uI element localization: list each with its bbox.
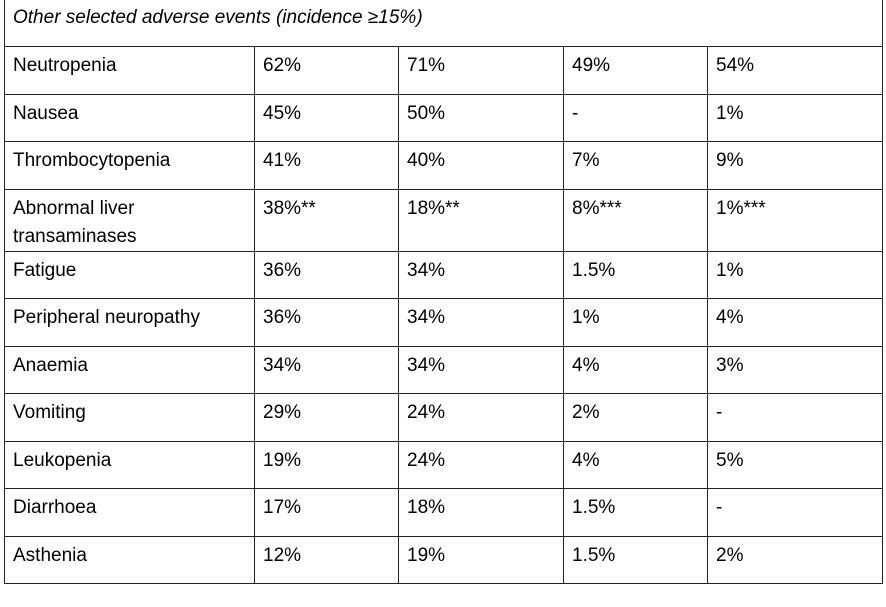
incidence-cell: 17%	[254, 488, 399, 537]
incidence-cell: 12%	[254, 535, 399, 584]
event-name: Asthenia	[4, 535, 255, 584]
event-name: Peripheral neuropathy	[4, 298, 255, 347]
incidence-cell: 1.5%	[563, 535, 708, 584]
incidence-cell: 1.5%	[563, 250, 708, 299]
incidence-cell: 36%	[254, 250, 399, 299]
table-row: Asthenia 12% 19% 1.5% 2%	[4, 535, 884, 584]
table-row: Diarrhoea 17% 18% 1.5% -	[4, 488, 884, 537]
incidence-cell: 50%	[398, 93, 564, 142]
incidence-cell: 18%**	[398, 188, 564, 252]
incidence-cell: 18%	[398, 488, 564, 537]
event-name: Anaemia	[4, 345, 255, 394]
incidence-cell: 34%	[398, 345, 564, 394]
incidence-cell: 34%	[254, 345, 399, 394]
event-name: Diarrhoea	[4, 488, 255, 537]
event-name: Leukopenia	[4, 440, 255, 489]
incidence-cell: 19%	[254, 440, 399, 489]
incidence-cell: 40%	[398, 141, 564, 190]
incidence-cell: 1%	[706, 250, 884, 299]
incidence-cell: 29%	[254, 393, 399, 442]
table-row: Leukopenia 19% 24% 4% 5%	[4, 440, 884, 489]
incidence-cell: 2%	[563, 393, 708, 442]
incidence-cell: 1%	[563, 298, 708, 347]
incidence-cell: 7%	[563, 141, 708, 190]
incidence-cell: 38%**	[254, 188, 399, 252]
incidence-cell: -	[563, 93, 708, 142]
table-row: Neutropenia 62% 71% 49% 54%	[4, 46, 884, 95]
event-name: Abnormal liver transaminases	[4, 188, 255, 252]
incidence-cell: 1%	[706, 93, 884, 142]
incidence-cell: 54%	[706, 46, 884, 95]
table-row: Vomiting 29% 24% 2% -	[4, 393, 884, 442]
incidence-cell: 24%	[398, 440, 564, 489]
incidence-cell: 3%	[706, 345, 884, 394]
table-row: Anaemia 34% 34% 4% 3%	[4, 345, 884, 394]
incidence-cell: 8%***	[563, 188, 708, 252]
incidence-cell: 34%	[398, 298, 564, 347]
event-name: Thrombocytopenia	[4, 141, 255, 190]
incidence-cell: 62%	[254, 46, 399, 95]
incidence-cell: 5%	[706, 440, 884, 489]
title-row: Other selected adverse events (incidence…	[3, 0, 884, 47]
table-row: Nausea 45% 50% -1%	[4, 93, 884, 142]
incidence-cell: 24%	[398, 393, 564, 442]
incidence-cell: 49%	[563, 46, 708, 95]
incidence-cell: 19%	[398, 535, 564, 584]
incidence-cell: -	[706, 488, 884, 537]
incidence-cell: -	[706, 393, 884, 442]
event-name: Neutropenia	[4, 46, 255, 95]
event-name: Nausea	[4, 93, 255, 142]
incidence-cell: 71%	[398, 46, 564, 95]
incidence-cell: 34%	[398, 250, 564, 299]
incidence-cell: 4%	[706, 298, 884, 347]
table-row: Fatigue 36% 34% 1.5% 1%	[4, 250, 884, 299]
incidence-cell: 41%	[254, 141, 399, 190]
incidence-cell: 9%	[706, 141, 884, 190]
incidence-cell: 1.5%	[563, 488, 708, 537]
table-row: Peripheral neuropathy 36% 34% 1% 4%	[4, 298, 884, 347]
event-name: Fatigue	[4, 250, 255, 299]
incidence-cell: 45%	[254, 93, 399, 142]
incidence-cell: 36%	[254, 298, 399, 347]
table-title: Other selected adverse events (incidence…	[3, 0, 884, 47]
incidence-cell: 2%	[706, 535, 884, 584]
table-row: Thrombocytopenia 41% 40% 7% 9%	[4, 141, 884, 190]
adverse-events-table: Other selected adverse events (incidence…	[3, 0, 884, 584]
event-name: Vomiting	[4, 393, 255, 442]
incidence-cell: 4%	[563, 345, 708, 394]
incidence-cell: 4%	[563, 440, 708, 489]
incidence-cell: 1%***	[706, 188, 884, 252]
table-row: Abnormal liver transaminases 38%** 18%** 8%…	[4, 188, 884, 252]
